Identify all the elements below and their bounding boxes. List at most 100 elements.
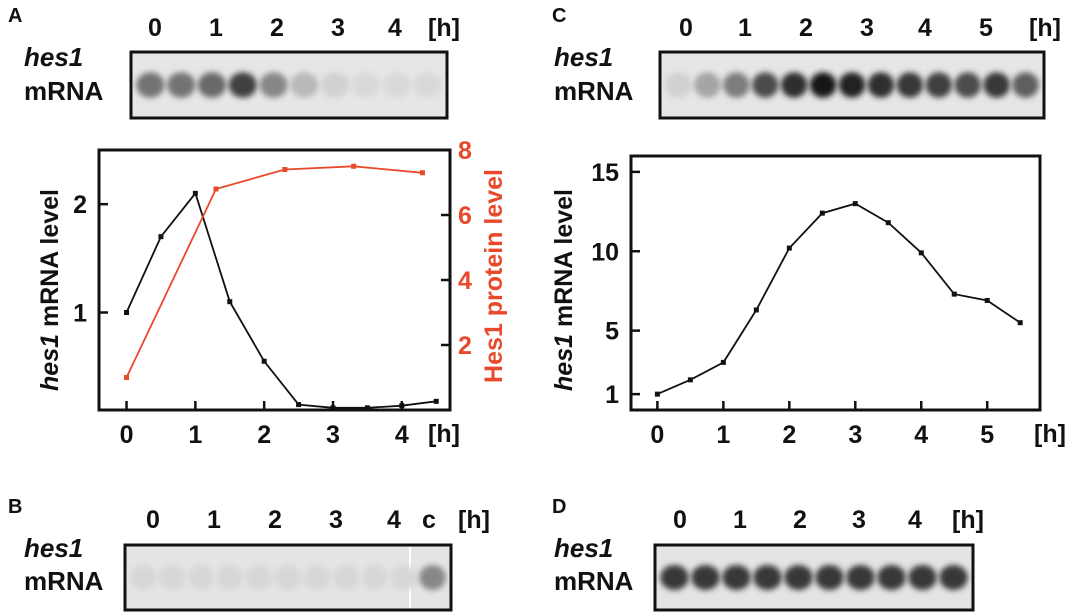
chart-a-x-ticks: 0 1 2 3 4 bbox=[120, 401, 409, 449]
mrna-data-point bbox=[158, 234, 164, 240]
blot-gene-label: hes1 bbox=[24, 533, 83, 563]
mrna-data-point bbox=[124, 310, 130, 315]
x-tick-label: 4 bbox=[914, 421, 928, 449]
panel-b: B 0 1 2 3 4 c [h] hes1 mRNA bbox=[8, 496, 490, 612]
mrna-data-point bbox=[951, 291, 957, 297]
x-tick-label: 4 bbox=[395, 421, 409, 449]
blot-unit-label: [h] bbox=[428, 14, 460, 42]
chart-a-y-axis-label-rest: mRNA level bbox=[36, 189, 64, 334]
mrna-data-point bbox=[984, 297, 990, 303]
blot-band bbox=[939, 564, 968, 591]
panel-label-c: C bbox=[552, 5, 566, 27]
blot-band bbox=[809, 72, 837, 98]
mrna-data-point bbox=[364, 405, 370, 411]
blot-band bbox=[877, 564, 906, 591]
chart-a-x-unit: [h] bbox=[428, 420, 460, 448]
y2-tick-label: 4 bbox=[458, 267, 472, 295]
mrna-data-point bbox=[885, 220, 891, 226]
blot-a-time-labels: 0 1 2 3 4 [h] bbox=[148, 14, 460, 42]
chart-a-y-axis-label-gene: hes1 bbox=[36, 334, 64, 391]
blot-band bbox=[691, 564, 720, 591]
x-tick-label: 1 bbox=[188, 421, 202, 449]
blot-molecule-label: mRNA bbox=[554, 566, 634, 596]
blot-b-bands bbox=[130, 564, 446, 591]
mrna-data-point bbox=[330, 405, 336, 411]
chart-c-y-axis-label-gene: hes1 bbox=[550, 334, 578, 391]
blot-time-label: 1 bbox=[733, 506, 747, 534]
blot-band bbox=[419, 564, 446, 591]
blot-gene-label: hes1 bbox=[554, 533, 613, 563]
x-tick-label: 3 bbox=[848, 421, 862, 449]
y-tick-label: 15 bbox=[591, 159, 619, 187]
blot-band bbox=[187, 564, 215, 591]
mrna-data-point bbox=[918, 250, 924, 256]
blot-unit-label: [h] bbox=[952, 506, 984, 534]
blot-band bbox=[694, 72, 721, 98]
blot-band bbox=[413, 72, 442, 98]
x-tick-label: 5 bbox=[980, 421, 994, 449]
blot-time-label: 3 bbox=[852, 506, 866, 534]
mrna-data-point bbox=[819, 210, 825, 216]
blot-band bbox=[259, 72, 288, 98]
blot-unit-label: [h] bbox=[1029, 14, 1061, 42]
blot-band bbox=[780, 72, 808, 98]
y2-tick-label: 8 bbox=[458, 137, 472, 165]
mrna-data-point bbox=[720, 359, 726, 365]
chart-c-x-unit: [h] bbox=[1034, 420, 1066, 448]
blot-time-label: 2 bbox=[793, 506, 807, 534]
blot-band bbox=[228, 72, 257, 98]
panel-label-b: B bbox=[8, 496, 22, 518]
y-tick-label: 1 bbox=[73, 300, 87, 328]
blot-band bbox=[303, 564, 331, 591]
panel-d: D 0 1 2 3 4 [h] hes1 mRNA bbox=[552, 496, 984, 612]
blot-time-label: 3 bbox=[860, 14, 874, 42]
blot-band bbox=[908, 564, 937, 591]
blot-band bbox=[136, 72, 165, 98]
mrna-data-point bbox=[399, 403, 405, 409]
chart-c-y-axis-label-rest: mRNA level bbox=[550, 189, 578, 334]
protein-data-point bbox=[124, 375, 130, 380]
blot-time-label: 4 bbox=[918, 14, 932, 42]
blot-time-label: 0 bbox=[146, 506, 160, 534]
blot-band bbox=[290, 72, 319, 98]
blot-molecule-label: mRNA bbox=[24, 566, 104, 596]
blot-band bbox=[1012, 72, 1039, 98]
blot-band bbox=[167, 72, 196, 98]
blot-b-time-labels: 0 1 2 3 4 c [h] bbox=[146, 506, 490, 534]
blot-band bbox=[838, 72, 866, 98]
blot-band bbox=[751, 72, 779, 98]
protein-data-point bbox=[213, 186, 219, 192]
chart-a-frame bbox=[97, 148, 452, 412]
blot-band bbox=[216, 564, 244, 591]
chart-c-frame bbox=[629, 154, 1042, 412]
blot-time-label: 0 bbox=[673, 506, 687, 534]
blot-band bbox=[130, 564, 157, 591]
blot-band bbox=[665, 72, 692, 98]
y-tick-label: 10 bbox=[591, 238, 619, 266]
blot-time-label: 1 bbox=[207, 506, 221, 534]
panel-label-a: A bbox=[8, 5, 22, 27]
blot-unit-label: [h] bbox=[458, 506, 490, 534]
x-tick-label: 1 bbox=[716, 421, 730, 449]
blot-band bbox=[723, 72, 750, 98]
blot-molecule-label: mRNA bbox=[554, 76, 634, 106]
mrna-data-point bbox=[786, 245, 792, 251]
blot-band bbox=[896, 72, 924, 98]
mrna-series-line bbox=[125, 191, 437, 409]
blot-time-label: 4 bbox=[388, 14, 402, 42]
mrna-data-point bbox=[296, 402, 302, 408]
chart-a-y2-axis-label: Hes1 protein level bbox=[480, 169, 508, 383]
y-tick-label: 2 bbox=[73, 191, 87, 219]
blot-time-label: 4 bbox=[387, 506, 401, 534]
blot-gene-label: hes1 bbox=[24, 42, 83, 72]
y-tick-label: 5 bbox=[605, 318, 619, 346]
blot-band bbox=[867, 72, 895, 98]
mrna-data-point bbox=[261, 358, 267, 364]
blot-band bbox=[753, 564, 782, 591]
mrna-data-point bbox=[753, 307, 759, 313]
blot-time-label: c bbox=[422, 506, 436, 534]
mrna-data-point bbox=[852, 201, 858, 207]
